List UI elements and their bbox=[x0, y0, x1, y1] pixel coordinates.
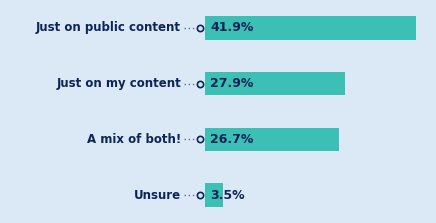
Text: A mix of both!: A mix of both! bbox=[87, 133, 181, 146]
Text: 41.9%: 41.9% bbox=[210, 21, 253, 34]
Bar bbox=[205, 16, 416, 40]
Text: 26.7%: 26.7% bbox=[210, 133, 253, 146]
Text: 27.9%: 27.9% bbox=[210, 77, 253, 90]
Text: Unsure: Unsure bbox=[134, 189, 181, 202]
Bar bbox=[205, 183, 222, 207]
Bar bbox=[205, 128, 340, 151]
Text: 3.5%: 3.5% bbox=[210, 189, 245, 202]
Text: Just on public content: Just on public content bbox=[36, 21, 181, 34]
Text: Just on my content: Just on my content bbox=[56, 77, 181, 90]
Bar bbox=[205, 72, 345, 95]
